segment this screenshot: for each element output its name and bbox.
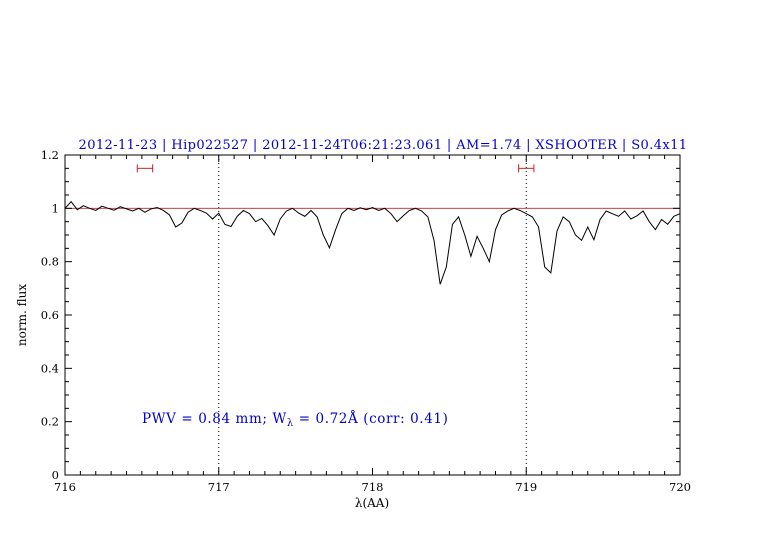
y-tick-label: 1.2: [41, 148, 59, 162]
x-tick-label: 717: [208, 480, 230, 494]
x-tick-label: 719: [515, 480, 537, 494]
x-tick-label: 718: [362, 480, 384, 494]
spectrum-line: [64, 200, 681, 285]
y-tick-label: 1: [52, 201, 59, 215]
x-axis-label: λ(AA): [354, 496, 390, 510]
pwv-annotation-prefix: PWV = 0.84 mm; W: [142, 411, 287, 427]
y-tick-label: 0.8: [41, 255, 59, 269]
x-tick-label: 720: [669, 480, 691, 494]
pwv-annotation-lambda-subscript: λ: [286, 418, 294, 429]
pwv-annotation-suffix: = 0.72Å (corr: 0.41): [293, 411, 449, 427]
y-axis-label: norm. flux: [15, 283, 29, 347]
y-tick-label: 0.4: [41, 361, 59, 375]
y-tick-label: 0.2: [41, 415, 59, 429]
pwv-annotation: PWV = 0.84 mm; Wλ = 0.72Å (corr: 0.41): [142, 411, 448, 429]
x-tick-label: 716: [54, 480, 76, 494]
y-tick-label: 0.6: [41, 308, 59, 322]
plot-title: 2012-11-23 | Hip022527 | 2012-11-24T06:2…: [78, 138, 688, 153]
y-tick-label: 0: [52, 468, 59, 482]
